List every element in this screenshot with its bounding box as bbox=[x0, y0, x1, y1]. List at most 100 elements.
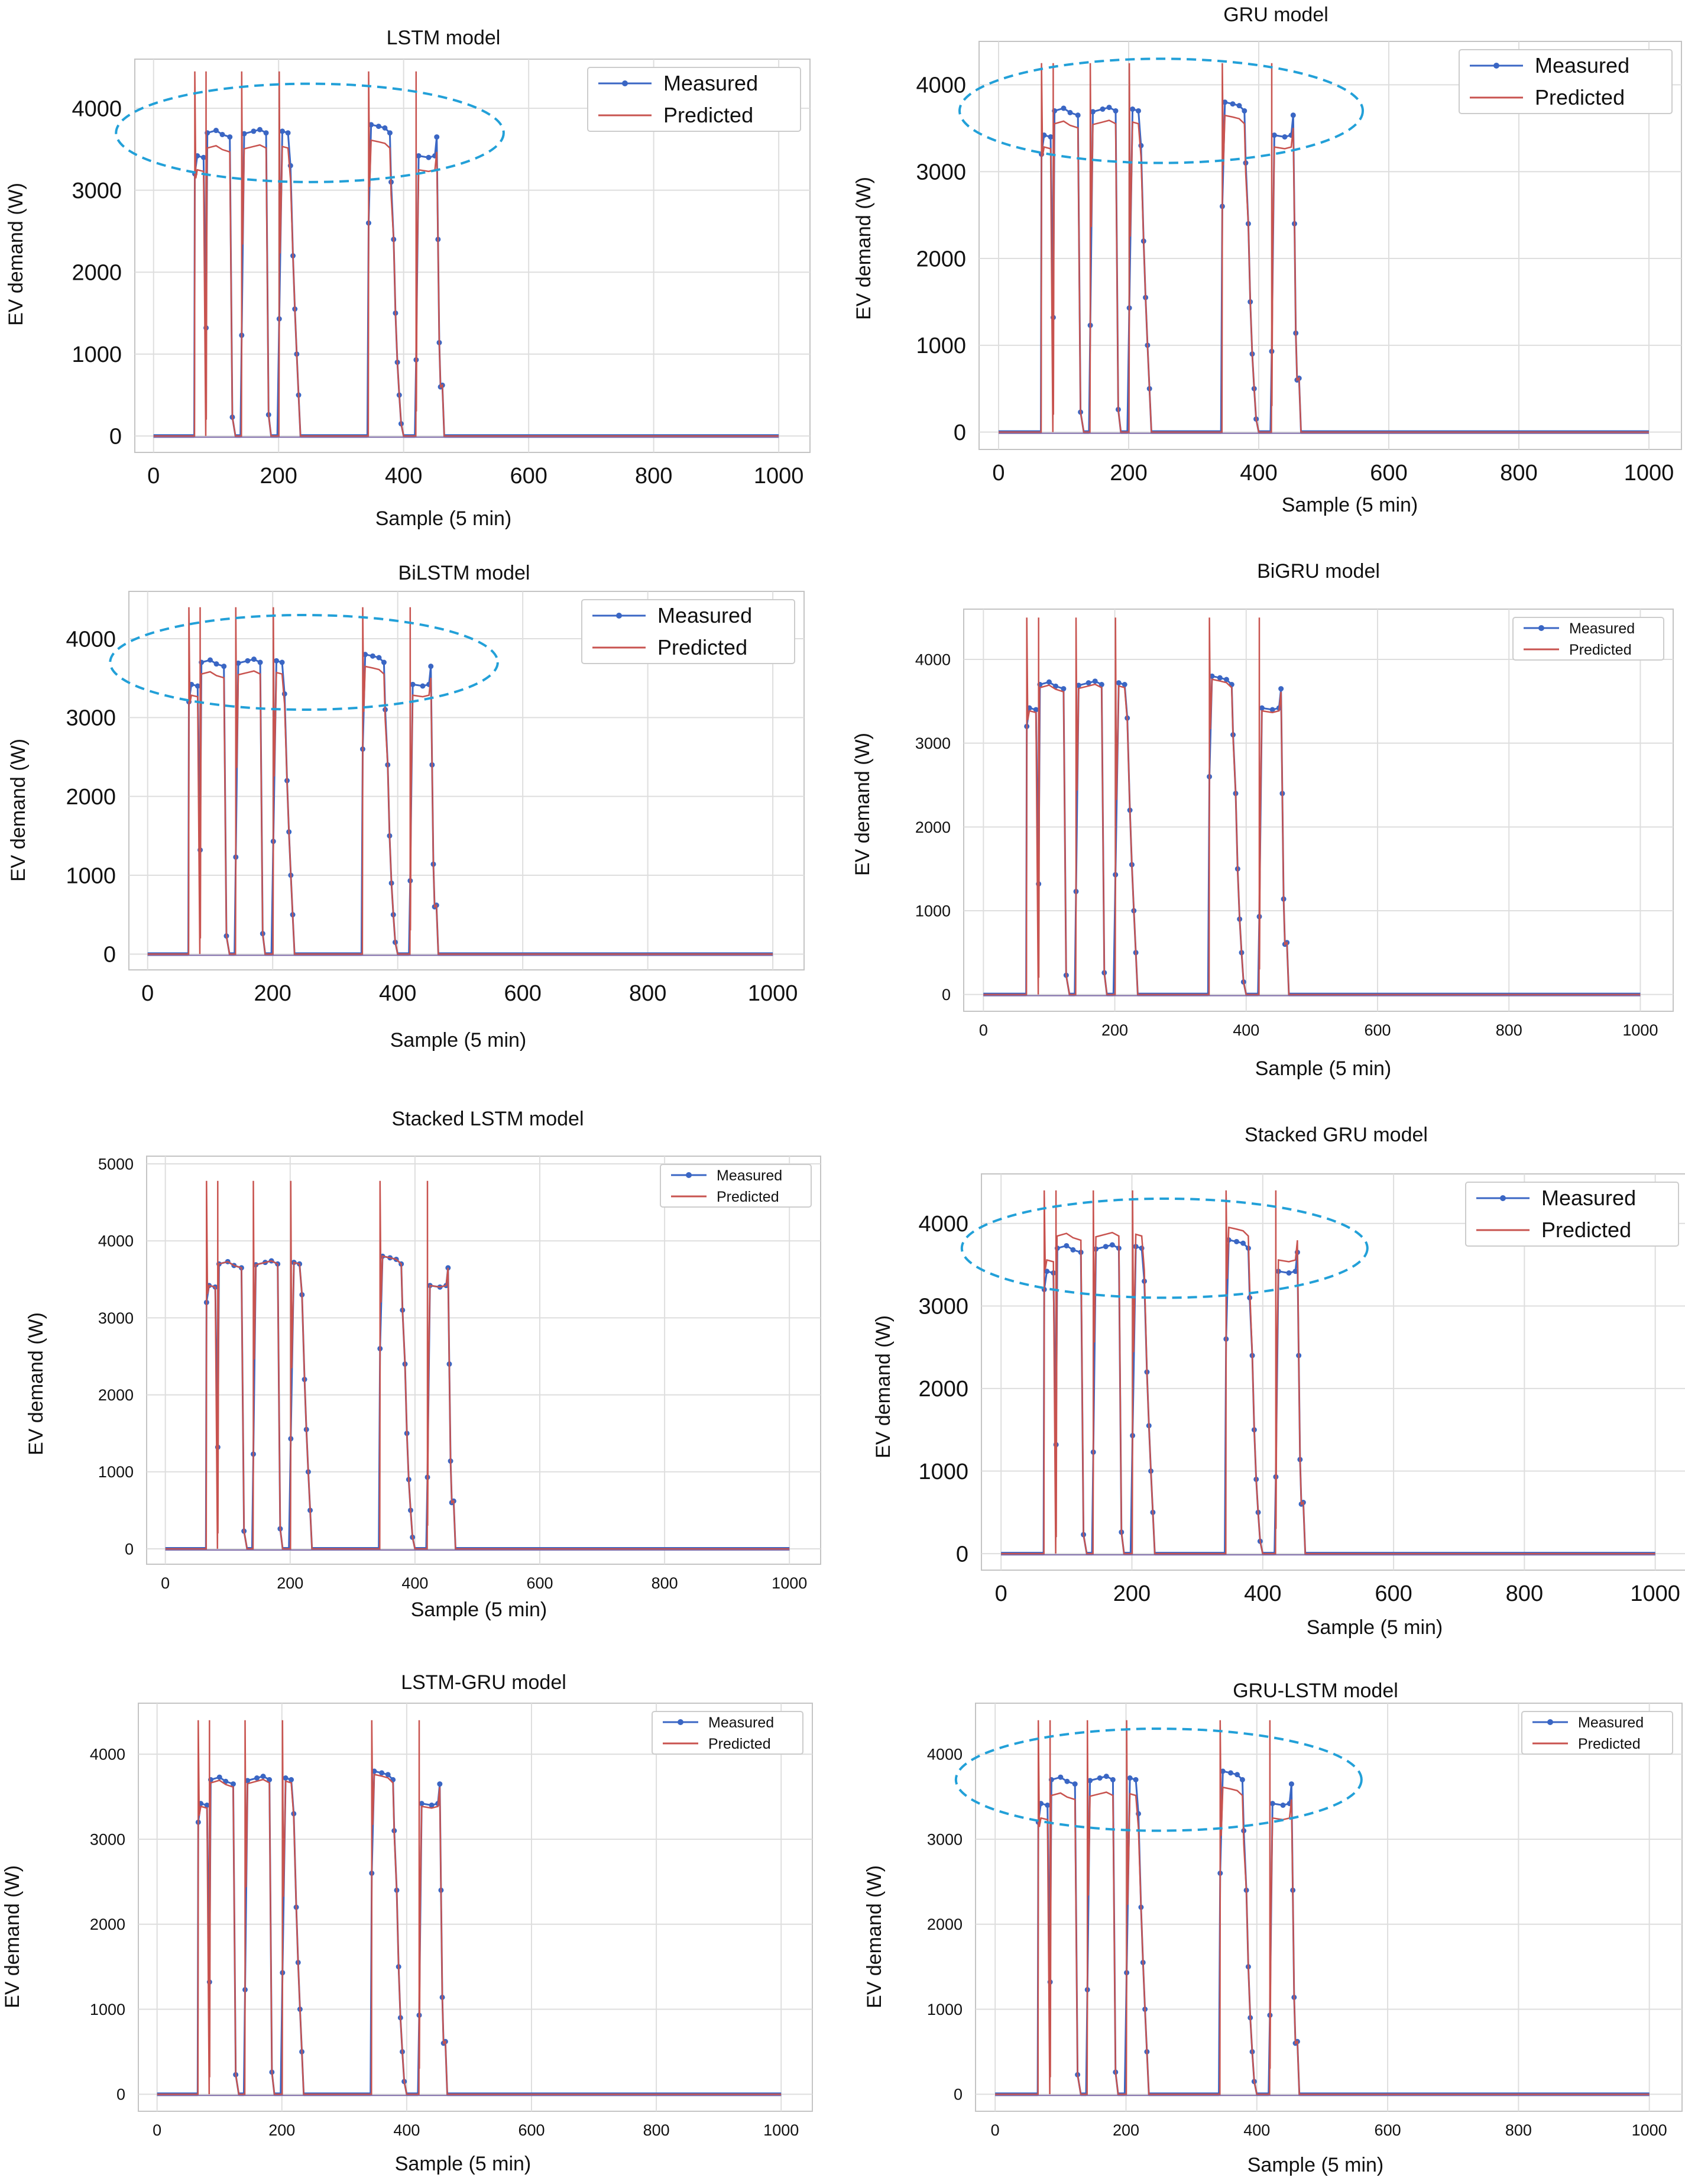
measured-point bbox=[416, 153, 422, 158]
x-tick-label: 0 bbox=[141, 981, 154, 1006]
series-predicted-line bbox=[1001, 1190, 1655, 1555]
measured-point bbox=[1240, 1240, 1246, 1246]
series-predicted-line bbox=[999, 63, 1649, 433]
x-tick-label: 0 bbox=[991, 2121, 1000, 2139]
x-tick-label: 600 bbox=[504, 981, 541, 1006]
measured-point bbox=[1230, 101, 1236, 107]
y-tick-label: 1000 bbox=[916, 334, 966, 358]
measured-point bbox=[420, 683, 426, 689]
y-tick-label: 0 bbox=[116, 2086, 125, 2104]
x-tick-label: 0 bbox=[147, 464, 160, 488]
measured-point bbox=[1048, 134, 1054, 140]
measured-point bbox=[1290, 112, 1296, 118]
y-tick-label: 5000 bbox=[98, 1155, 134, 1173]
x-tick-label: 1000 bbox=[748, 981, 798, 1006]
chart-title: BiGRU model bbox=[1257, 560, 1380, 583]
x-tick-label: 600 bbox=[1375, 2121, 1401, 2139]
y-tick-label: 0 bbox=[109, 425, 122, 449]
legend: Measured Predicted bbox=[1512, 617, 1664, 661]
y-axis-label: EV demand (W) bbox=[863, 1865, 886, 2008]
measured-point bbox=[1220, 1768, 1226, 1774]
x-tick-label: 200 bbox=[1113, 2121, 1139, 2139]
measured-point bbox=[410, 681, 416, 687]
chart-panel-1: 0 200 400 600 800 1000 0 1000 2000 3000 4000 LSTM m… bbox=[5, 27, 811, 530]
x-tick-label: 400 bbox=[1244, 1581, 1281, 1606]
legend-marker-measured bbox=[1500, 1195, 1506, 1201]
y-tick-label: 2000 bbox=[927, 1916, 963, 1933]
measured-point bbox=[1085, 680, 1091, 686]
legend: Measured Predicted bbox=[660, 1164, 812, 1208]
measured-point bbox=[1269, 1801, 1275, 1807]
measured-point bbox=[1286, 1270, 1292, 1276]
measured-point bbox=[207, 657, 213, 663]
x-tick-label: 800 bbox=[1500, 461, 1537, 486]
legend: Measured Predicted bbox=[587, 67, 801, 132]
x-tick-label: 1000 bbox=[772, 1574, 807, 1592]
legend: Measured Predicted bbox=[1521, 1711, 1673, 1755]
measured-point bbox=[437, 1781, 443, 1787]
measured-point bbox=[200, 154, 206, 160]
measured-point bbox=[267, 1777, 273, 1782]
highlight-ellipse bbox=[958, 57, 1364, 164]
series-predicted-line bbox=[157, 1720, 782, 2095]
measured-point bbox=[385, 1772, 391, 1778]
y-tick-label: 2000 bbox=[66, 785, 116, 810]
x-tick-label: 200 bbox=[260, 464, 297, 488]
measured-point bbox=[1045, 1803, 1051, 1808]
y-tick-label: 3000 bbox=[98, 1309, 134, 1327]
x-tick-label: 200 bbox=[1110, 461, 1147, 486]
legend-label-measured: Measured bbox=[1578, 1714, 1644, 1731]
measured-point bbox=[251, 656, 257, 662]
chart-title: GRU-LSTM model bbox=[1233, 1680, 1398, 1702]
legend-label-measured: Measured bbox=[1569, 620, 1635, 637]
y-tick-label: 0 bbox=[125, 1540, 134, 1558]
measured-point bbox=[245, 658, 251, 664]
y-axis-label: EV demand (W) bbox=[1, 1865, 24, 2008]
x-tick-label: 200 bbox=[1101, 1021, 1128, 1039]
x-tick-label: 0 bbox=[992, 461, 1004, 486]
x-tick-label: 1000 bbox=[1632, 2121, 1667, 2139]
y-tick-label: 4000 bbox=[90, 1746, 125, 1764]
measured-point bbox=[263, 130, 269, 136]
measured-point bbox=[1053, 683, 1059, 689]
legend: Measured Predicted bbox=[1465, 1182, 1679, 1247]
measured-point bbox=[1292, 1269, 1298, 1274]
measured-point bbox=[1259, 705, 1265, 711]
y-axis-label: EV demand (W) bbox=[5, 183, 27, 326]
x-tick-label: 600 bbox=[1364, 1021, 1391, 1039]
measured-point bbox=[429, 1803, 435, 1808]
x-axis-label: Sample (5 min) bbox=[1307, 1616, 1443, 1639]
measured-point bbox=[1234, 1238, 1240, 1244]
chart-title: GRU model bbox=[1223, 4, 1328, 26]
x-axis-label: Sample (5 min) bbox=[390, 1029, 527, 1051]
measured-point bbox=[221, 664, 227, 669]
measured-point bbox=[1064, 1243, 1070, 1248]
measured-point bbox=[257, 127, 263, 132]
y-tick-label: 0 bbox=[954, 2086, 963, 2104]
x-axis-label: Sample (5 min) bbox=[395, 2153, 532, 2175]
y-tick-label: 0 bbox=[942, 986, 951, 1004]
legend-label-predicted: Predicted bbox=[1578, 1736, 1641, 1752]
series-predicted-line bbox=[153, 71, 779, 437]
highlight-ellipse bbox=[960, 1197, 1369, 1299]
measured-point bbox=[1075, 682, 1081, 688]
x-tick-label: 600 bbox=[1375, 1581, 1412, 1606]
measured-point bbox=[1242, 108, 1247, 114]
y-tick-label: 1000 bbox=[927, 2001, 963, 2018]
x-tick-label: 400 bbox=[385, 464, 422, 488]
measured-point bbox=[1139, 1245, 1145, 1251]
x-tick-label: 1000 bbox=[1630, 1581, 1680, 1606]
highlight-ellipse bbox=[954, 1727, 1363, 1832]
measured-point bbox=[274, 658, 280, 664]
y-tick-label: 4000 bbox=[927, 1746, 963, 1764]
measured-point bbox=[195, 683, 200, 689]
measured-point bbox=[379, 1770, 385, 1776]
measured-point bbox=[1269, 707, 1275, 713]
measured-point bbox=[370, 653, 375, 659]
measured-point bbox=[1280, 1803, 1286, 1808]
measured-point bbox=[245, 1778, 251, 1784]
y-axis-label: EV demand (W) bbox=[872, 1315, 895, 1458]
x-tick-label: 800 bbox=[1506, 1581, 1543, 1606]
measured-point bbox=[1103, 1774, 1109, 1779]
